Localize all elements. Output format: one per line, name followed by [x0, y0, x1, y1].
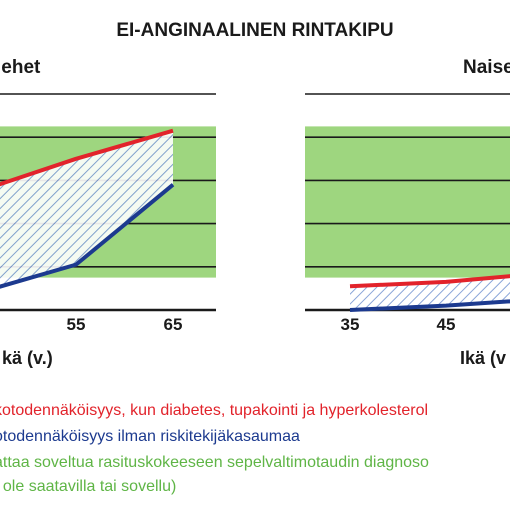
- hatched-range-area: [0, 130, 173, 287]
- x-tick-label: 45: [437, 315, 456, 334]
- women-panel: 35 45 Naise Ikä (v: [305, 57, 510, 368]
- panel-label-men: iehet: [0, 57, 41, 78]
- blue-series-line: [349, 299, 510, 312]
- panel-label-women: Naise: [463, 57, 510, 78]
- x-tick-label: 65: [164, 315, 183, 334]
- blue-series-line: [0, 183, 175, 289]
- green-band: [305, 126, 510, 278]
- legend-green-line1: attaa soveltua rasituskokeeseen sepelval…: [0, 454, 429, 471]
- legend-red: kotodennäköisyys, kun diabetes, tupakoin…: [0, 402, 429, 419]
- x-tick-labels: 55 65: [67, 315, 183, 334]
- men-panel: 55 65 iehet kä (v.): [0, 57, 216, 368]
- x-axis-title-women: Ikä (v: [460, 348, 506, 368]
- gridlines: [305, 93, 510, 312]
- legend-green-line2: t ole saatavilla tai sovellu): [0, 478, 177, 495]
- red-series-line: [349, 274, 510, 289]
- x-tick-labels: 35 45: [341, 315, 456, 334]
- x-tick-label: 35: [341, 315, 360, 334]
- chart-title: EI-ANGINAALINEN RINTAKIPU: [116, 20, 393, 41]
- x-axis-title-men: kä (v.): [2, 348, 53, 368]
- gridlines: [0, 93, 216, 312]
- x-tick-label: 55: [67, 315, 86, 334]
- legend-blue: otodennäköisyys ilman riskitekijäkasauma…: [0, 428, 300, 445]
- red-series-line: [0, 128, 174, 187]
